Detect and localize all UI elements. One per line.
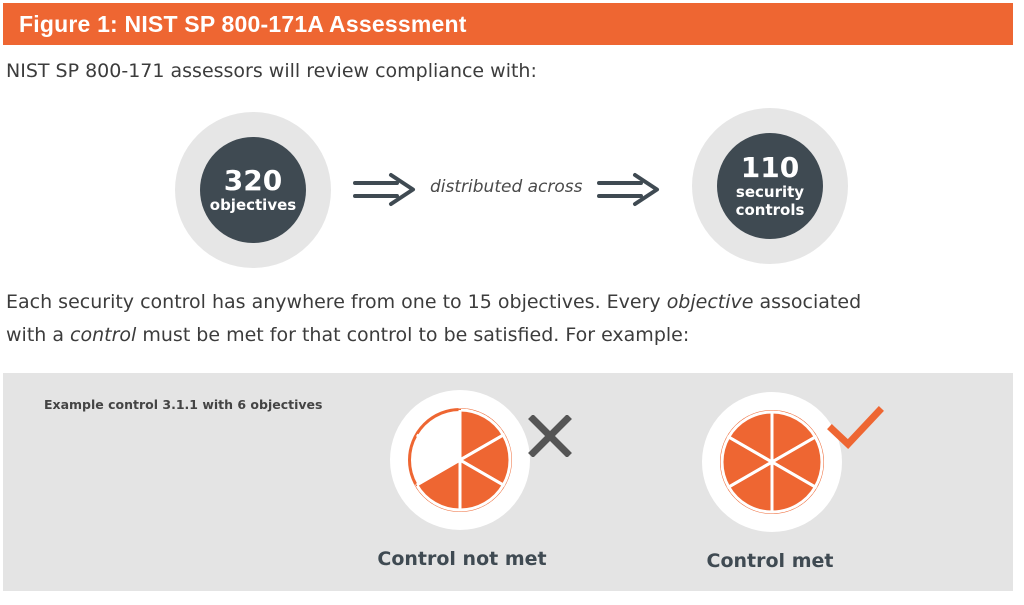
controls-circle: 110 security controls [692, 108, 848, 264]
pie-divider [727, 460, 773, 489]
explanation-text: associated [753, 291, 862, 313]
caption-met: Control met [706, 550, 834, 572]
explanation-text: must be met for that control to be satis… [136, 324, 690, 346]
objectives-pie-not-met [408, 408, 512, 512]
controls-label-line1: security [735, 183, 805, 201]
distributed-across-text: distributed across [430, 177, 583, 197]
explanation-line-1: Each security control has anywhere from … [6, 286, 1006, 319]
controls-count: 110 [740, 151, 800, 184]
explanation-line-2: with a control must be met for that cont… [6, 319, 1006, 352]
caption-not-met: Control not met [377, 548, 547, 570]
control-emphasis: control [70, 324, 137, 346]
objectives-circle: 320 objectives [175, 112, 331, 268]
pie-divider [771, 435, 817, 464]
double-arrow-icon [353, 173, 415, 206]
pie-divider [415, 433, 461, 462]
controls-circle-inner: 110 security controls [717, 133, 823, 239]
example-label: Example control 3.1.1 with 6 objectives [44, 397, 323, 412]
objectives-label: objectives [209, 196, 297, 214]
figure-title: Figure 1: NIST SP 800-171A Assessment [19, 10, 467, 37]
objective-emphasis: objective [666, 291, 754, 313]
checkmark-icon [827, 406, 884, 449]
double-arrow-icon [597, 173, 659, 206]
controls-label-line2: controls [735, 201, 805, 219]
pie-divider [459, 458, 505, 487]
figure-header-banner: Figure 1: NIST SP 800-171A Assessment [3, 3, 1013, 45]
objectives-pie-met [720, 410, 824, 514]
objectives-count: 320 [223, 164, 283, 197]
intro-text: NIST SP 800-171 assessors will review co… [6, 60, 537, 82]
pie-divider [727, 435, 773, 464]
explanation-text: Each security control has anywhere from … [6, 291, 667, 313]
explanation-text: with a [6, 324, 71, 346]
explanation-paragraph: Each security control has anywhere from … [6, 286, 1006, 352]
x-mark-icon [528, 415, 572, 457]
objectives-circle-inner: 320 objectives [200, 137, 306, 243]
pie-not-met-frame [390, 390, 530, 530]
pie-divider [771, 460, 817, 489]
pie-divider [415, 458, 461, 487]
pie-divider [459, 433, 505, 462]
pie-met-frame [702, 392, 842, 532]
